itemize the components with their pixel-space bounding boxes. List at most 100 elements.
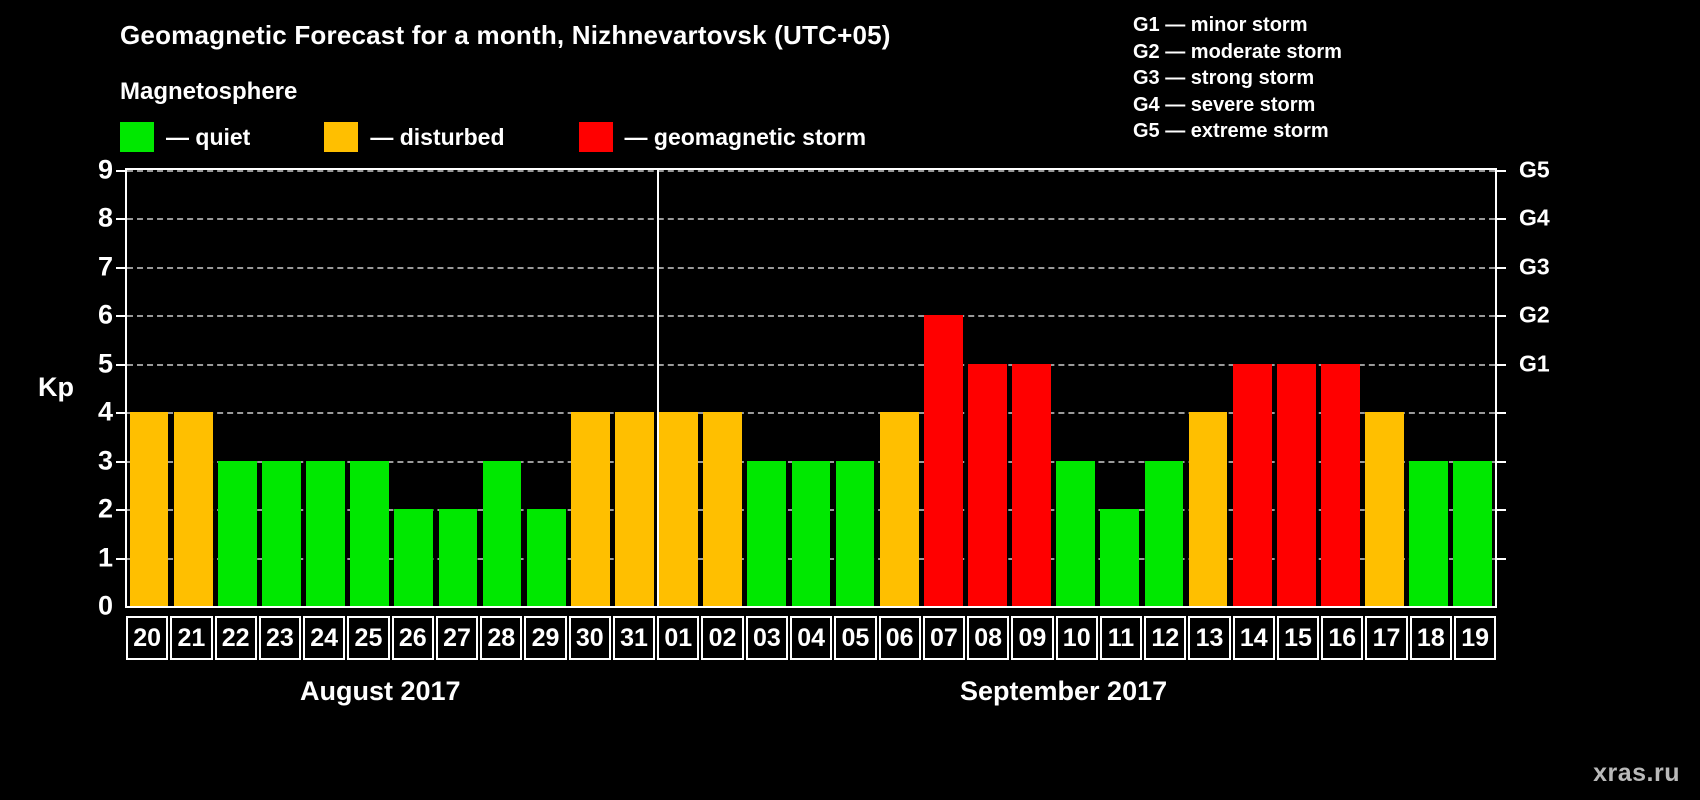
bar-04[interactable] [791,460,831,606]
bar-20[interactable] [129,412,169,606]
bar-slot-25[interactable] [348,170,392,606]
bar-18[interactable] [1409,460,1449,606]
date-cell-09[interactable]: 09 [1011,616,1054,660]
bar-27[interactable] [438,509,478,606]
date-cell-31[interactable]: 31 [612,616,656,660]
date-cell-21[interactable]: 21 [170,616,213,660]
date-cell-08[interactable]: 08 [967,616,1010,660]
bar-slot-28[interactable] [480,170,524,606]
date-cell-04[interactable]: 04 [789,616,833,660]
bar-slot-30[interactable] [568,170,612,606]
date-cell-15[interactable]: 15 [1276,616,1320,660]
bar-26[interactable] [394,509,434,606]
date-cell-01[interactable]: 01 [657,616,700,660]
bar-slot-17[interactable] [1363,170,1407,606]
y-tick-mark-7 [116,266,125,269]
date-cell-17[interactable]: 17 [1365,616,1408,660]
date-cell-10[interactable]: 10 [1055,616,1098,660]
month-divider-line [656,170,659,606]
date-cell-05[interactable]: 05 [834,616,877,660]
date-cell-13[interactable]: 13 [1188,616,1231,660]
bar-19[interactable] [1453,460,1493,606]
bar-31[interactable] [615,412,654,606]
bar-slot-11[interactable] [1098,170,1142,606]
date-cell-22[interactable]: 22 [214,616,257,660]
bar-07[interactable] [923,315,963,606]
g-axis-tick-g5: G5 [1519,156,1550,183]
bar-13[interactable] [1188,412,1228,606]
bar-slot-26[interactable] [392,170,436,606]
date-cell-03[interactable]: 03 [745,616,788,660]
bar-12[interactable] [1144,460,1184,606]
bar-16[interactable] [1321,363,1360,606]
bar-slot-19[interactable] [1451,170,1495,606]
date-cell-02[interactable]: 02 [701,616,744,660]
date-cell-16[interactable]: 16 [1321,616,1364,660]
bar-22[interactable] [217,460,257,606]
bar-slot-13[interactable] [1186,170,1230,606]
chart-plot-area [116,168,1506,608]
date-cell-06[interactable]: 06 [878,616,921,660]
bar-02[interactable] [703,412,743,606]
bar-30[interactable] [570,412,610,606]
date-cell-18[interactable]: 18 [1409,616,1452,660]
bar-15[interactable] [1276,363,1316,606]
bar-slot-22[interactable] [215,170,259,606]
date-cell-25[interactable]: 25 [347,616,390,660]
g-scale-row-g5: G5 — extreme storm [1133,120,1329,143]
bar-slot-24[interactable] [304,170,348,606]
bar-05[interactable] [835,460,875,606]
bar-01[interactable] [659,412,698,606]
bar-slot-29[interactable] [524,170,568,606]
date-cell-28[interactable]: 28 [480,616,523,660]
date-cell-26[interactable]: 26 [391,616,434,660]
bar-slot-23[interactable] [259,170,303,606]
bar-slot-07[interactable] [921,170,965,606]
date-cell-14[interactable]: 14 [1232,616,1275,660]
bar-slot-27[interactable] [436,170,480,606]
bar-slot-09[interactable] [1010,170,1054,606]
bar-06[interactable] [879,412,919,606]
bar-03[interactable] [747,460,787,606]
bar-slot-15[interactable] [1274,170,1318,606]
date-cell-23[interactable]: 23 [258,616,302,660]
date-cell-19[interactable]: 19 [1453,616,1497,660]
bar-09[interactable] [1012,363,1051,606]
bar-slot-12[interactable] [1142,170,1186,606]
bar-slot-21[interactable] [171,170,215,606]
bar-10[interactable] [1056,460,1096,606]
date-cell-20[interactable]: 20 [126,616,169,660]
bar-slot-10[interactable] [1054,170,1098,606]
bar-slot-16[interactable] [1318,170,1362,606]
date-cell-07[interactable]: 07 [922,616,966,660]
date-cell-11[interactable]: 11 [1099,616,1143,660]
bar-28[interactable] [482,460,522,606]
bar-slot-03[interactable] [745,170,789,606]
bar-21[interactable] [173,412,213,606]
date-cell-30[interactable]: 30 [568,616,611,660]
bar-29[interactable] [526,509,566,606]
bar-slot-31[interactable] [612,170,656,606]
date-cell-24[interactable]: 24 [303,616,346,660]
bar-slot-06[interactable] [877,170,921,606]
magnetosphere-legend: — quiet — disturbed — geomagnetic storm [120,122,940,152]
gridline-kp-4 [127,412,1495,415]
bar-slot-01[interactable] [657,170,701,606]
bar-slot-20[interactable] [127,170,171,606]
bar-11[interactable] [1100,509,1140,606]
bar-slot-05[interactable] [833,170,877,606]
bar-slot-08[interactable] [965,170,1009,606]
bar-23[interactable] [262,460,301,606]
bar-24[interactable] [306,460,345,606]
bar-slot-14[interactable] [1230,170,1274,606]
bar-17[interactable] [1365,412,1404,606]
bar-08[interactable] [968,363,1007,606]
bar-slot-18[interactable] [1407,170,1451,606]
bar-slot-02[interactable] [701,170,745,606]
date-cell-29[interactable]: 29 [524,616,567,660]
bar-25[interactable] [350,460,390,606]
date-cell-27[interactable]: 27 [435,616,479,660]
date-cell-12[interactable]: 12 [1144,616,1187,660]
bar-slot-04[interactable] [789,170,833,606]
bar-14[interactable] [1232,363,1272,606]
